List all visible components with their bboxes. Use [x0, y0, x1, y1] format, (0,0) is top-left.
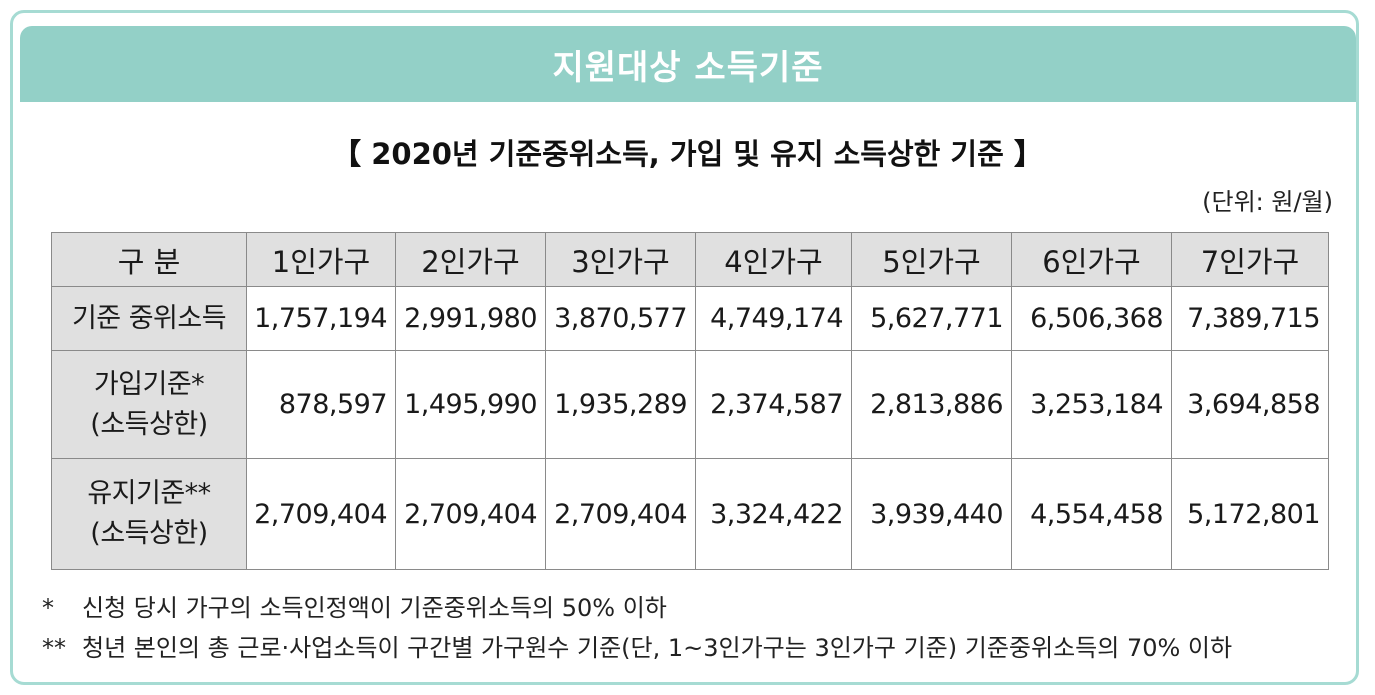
- table-cell: 3,253,184: [1011, 350, 1172, 459]
- footnote: ** 청년 본인의 총 근로·사업소득이 구간별 가구원수 기준(단, 1~3인가…: [42, 628, 1232, 668]
- table-cell: 5,172,801: [1171, 458, 1329, 570]
- header-7-person: 7인가구: [1171, 232, 1329, 287]
- table-cell: 3,324,422: [695, 458, 852, 570]
- table-cell: 1,935,289: [545, 350, 696, 459]
- table-cell: 2,709,404: [395, 458, 546, 570]
- footnote: * 신청 당시 가구의 소득인정액이 기준중위소득의 50% 이하: [42, 588, 1232, 628]
- header-3-person: 3인가구: [545, 232, 696, 287]
- table-cell: 3,694,858: [1171, 350, 1329, 459]
- table-cell: 1,757,194: [246, 286, 396, 351]
- header-category: 구 분: [51, 232, 247, 287]
- table-cell: 2,813,886: [851, 350, 1012, 459]
- table-cell: 4,749,174: [695, 286, 852, 351]
- row-label-line: (소득상한): [90, 518, 208, 549]
- footnote-text: 신청 당시 가구의 소득인정액이 기준중위소득의 50% 이하: [82, 594, 667, 622]
- banner-title: 지원대상 소득기준: [552, 47, 824, 88]
- row-label: 유지기준** (소득상한): [51, 458, 247, 570]
- table-cell: 7,389,715: [1171, 286, 1329, 351]
- table-cell: 1,495,990: [395, 350, 546, 459]
- row-label-line: 기준 중위소득: [71, 302, 227, 334]
- header-row: 구 분 1인가구 2인가구 3인가구 4인가구 5인가구 6인가구 7인가구: [51, 232, 1329, 287]
- footnote-text: 청년 본인의 총 근로·사업소득이 구간별 가구원수 기준(단, 1~3인가구는…: [82, 634, 1233, 662]
- header-1-person: 1인가구: [246, 232, 396, 287]
- table-row-maintain-criteria: 유지기준** (소득상한) 2,709,404 2,709,404 2,709,…: [51, 458, 1329, 570]
- row-label: 가입기준* (소득상한): [51, 350, 247, 459]
- header-4-person: 4인가구: [695, 232, 852, 287]
- table-cell: 6,506,368: [1011, 286, 1172, 351]
- header-6-person: 6인가구: [1011, 232, 1172, 287]
- row-label: 기준 중위소득: [51, 286, 247, 351]
- table-cell: 2,991,980: [395, 286, 546, 351]
- table-cell: 4,554,458: [1011, 458, 1172, 570]
- unit-label: (단위: 원/월): [1202, 188, 1333, 216]
- row-label-line: (소득상한): [90, 408, 208, 440]
- footnotes: * 신청 당시 가구의 소득인정액이 기준중위소득의 50% 이하 ** 청년 본인…: [42, 588, 1232, 668]
- header-2-person: 2인가구: [395, 232, 546, 287]
- table-cell: 3,939,440: [851, 458, 1012, 570]
- income-table: 구 분 1인가구 2인가구 3인가구 4인가구 5인가구 6인가구 7인가구 기…: [51, 232, 1329, 570]
- table-cell: 2,709,404: [545, 458, 696, 570]
- table-row-join-criteria: 가입기준* (소득상한) 878,597 1,495,990 1,935,289…: [51, 350, 1329, 459]
- table-cell: 2,709,404: [246, 458, 396, 570]
- row-label-line: 가입기준*: [93, 368, 205, 400]
- table-cell: 878,597: [246, 350, 396, 459]
- footnote-mark: *: [42, 594, 54, 622]
- table-cell: 3,870,577: [545, 286, 696, 351]
- table-title: 【 2020년 기준중위소득, 가입 및 유지 소득상한 기준 】: [332, 137, 1043, 171]
- table-cell: 2,374,587: [695, 350, 852, 459]
- header-5-person: 5인가구: [851, 232, 1012, 287]
- table-cell: 5,627,771: [851, 286, 1012, 351]
- row-label-line: 유지기준**: [87, 478, 211, 509]
- table-row-median-income: 기준 중위소득 1,757,194 2,991,980 3,870,577 4,…: [51, 286, 1329, 351]
- footnote-mark: **: [42, 634, 66, 662]
- banner: 지원대상 소득기준: [20, 26, 1356, 102]
